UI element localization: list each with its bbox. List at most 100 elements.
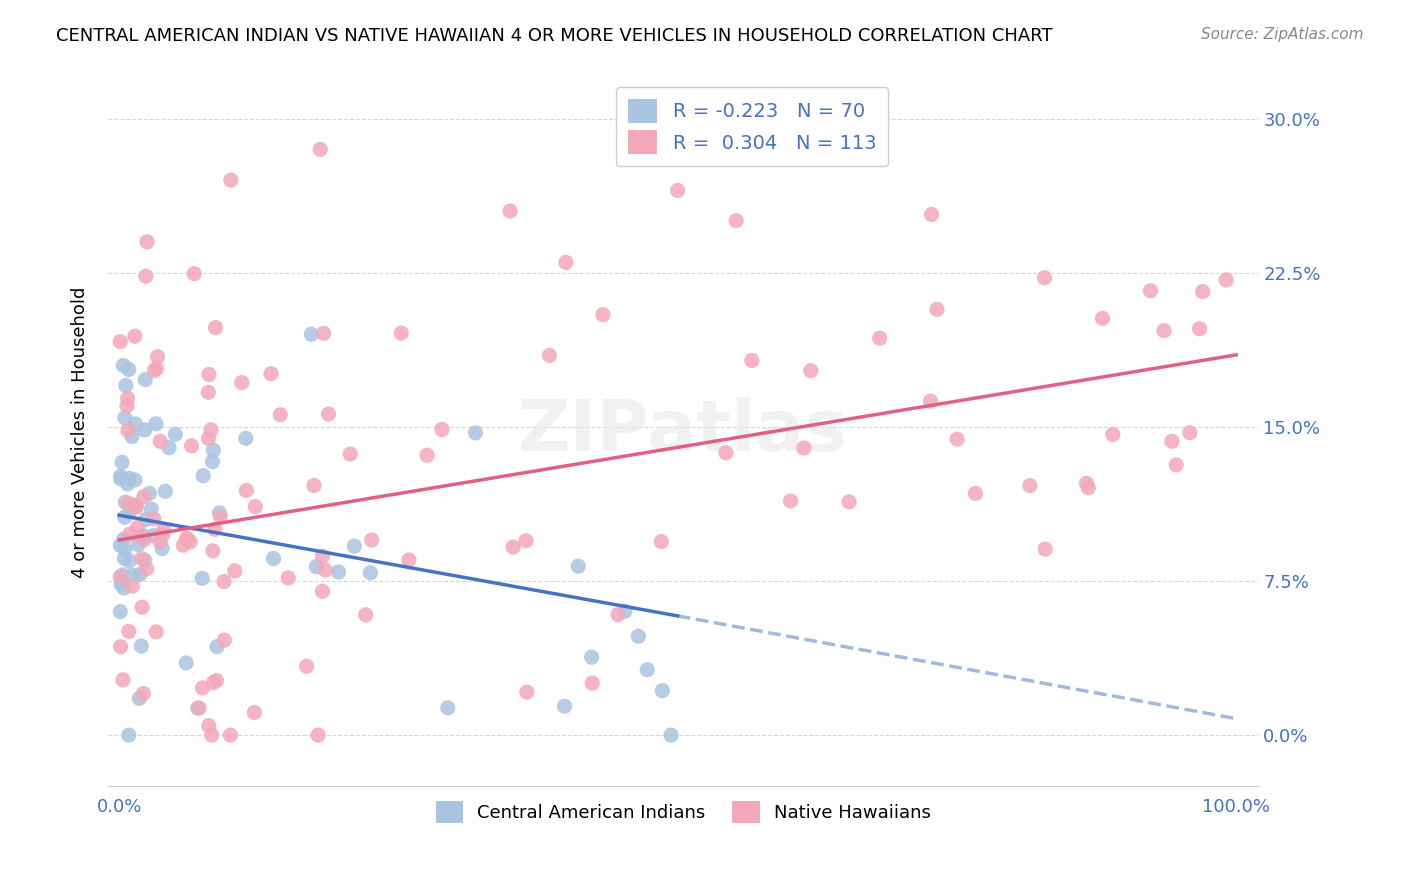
Point xyxy=(204,320,226,334)
Point xyxy=(114,378,136,392)
Point xyxy=(110,469,132,483)
Point xyxy=(965,486,987,500)
Point xyxy=(111,455,134,469)
Point xyxy=(134,553,156,567)
Point xyxy=(389,326,412,340)
Point xyxy=(235,483,257,498)
Point xyxy=(502,540,524,554)
Point xyxy=(112,532,135,546)
Point xyxy=(124,473,146,487)
Point xyxy=(243,706,266,720)
Point xyxy=(666,184,689,198)
Point xyxy=(118,504,141,518)
Point xyxy=(136,235,159,249)
Point xyxy=(636,663,658,677)
Point xyxy=(659,728,682,742)
Point xyxy=(115,399,138,413)
Point xyxy=(198,368,221,382)
Y-axis label: 4 or more Vehicles in Household: 4 or more Vehicles in Household xyxy=(72,286,89,578)
Text: CENTRAL AMERICAN INDIAN VS NATIVE HAWAIIAN 4 OR MORE VEHICLES IN HOUSEHOLD CORRE: CENTRAL AMERICAN INDIAN VS NATIVE HAWAII… xyxy=(56,27,1053,45)
Point xyxy=(111,568,134,582)
Point xyxy=(110,334,132,349)
Point xyxy=(793,441,815,455)
Point xyxy=(312,326,335,341)
Point xyxy=(201,544,224,558)
Point xyxy=(121,579,143,593)
Point xyxy=(627,629,650,643)
Point xyxy=(538,348,561,362)
Point xyxy=(318,407,340,421)
Point xyxy=(114,495,136,509)
Point xyxy=(205,640,228,654)
Point xyxy=(499,204,522,219)
Point xyxy=(197,385,219,400)
Point xyxy=(1018,478,1040,492)
Point xyxy=(142,529,165,543)
Point xyxy=(125,500,148,515)
Point xyxy=(143,363,166,377)
Point xyxy=(142,512,165,526)
Point xyxy=(128,691,150,706)
Point xyxy=(110,539,132,553)
Point xyxy=(581,676,603,690)
Point xyxy=(613,604,636,618)
Point xyxy=(650,534,672,549)
Point xyxy=(464,425,486,440)
Point xyxy=(725,213,748,227)
Point xyxy=(152,527,174,541)
Point xyxy=(191,681,214,695)
Point xyxy=(176,532,198,546)
Point xyxy=(131,600,153,615)
Point xyxy=(1166,458,1188,472)
Point xyxy=(200,423,222,437)
Point xyxy=(118,362,141,376)
Point xyxy=(554,699,576,714)
Point xyxy=(1188,322,1211,336)
Point xyxy=(110,472,132,486)
Point xyxy=(141,502,163,516)
Point xyxy=(567,559,589,574)
Point xyxy=(1076,476,1098,491)
Point xyxy=(145,417,167,431)
Point xyxy=(135,269,157,284)
Point xyxy=(152,522,174,536)
Point xyxy=(155,484,177,499)
Point xyxy=(1091,311,1114,326)
Point xyxy=(112,581,135,595)
Point xyxy=(131,551,153,566)
Point xyxy=(174,656,197,670)
Point xyxy=(146,350,169,364)
Point xyxy=(516,685,538,699)
Point xyxy=(204,523,226,537)
Point xyxy=(224,564,246,578)
Point xyxy=(135,513,157,527)
Point xyxy=(214,633,236,648)
Point xyxy=(779,494,801,508)
Point xyxy=(209,509,232,524)
Point xyxy=(188,701,211,715)
Point xyxy=(311,549,333,563)
Point xyxy=(838,495,860,509)
Point xyxy=(201,728,224,742)
Point xyxy=(191,571,214,585)
Point xyxy=(149,534,172,549)
Point xyxy=(269,408,291,422)
Point xyxy=(359,566,381,580)
Point xyxy=(114,410,136,425)
Point xyxy=(302,478,325,492)
Point xyxy=(121,429,143,443)
Point xyxy=(1033,270,1056,285)
Point xyxy=(398,553,420,567)
Point xyxy=(1102,427,1125,442)
Point xyxy=(138,486,160,500)
Point xyxy=(1178,425,1201,440)
Point xyxy=(197,718,219,732)
Point xyxy=(134,423,156,437)
Point xyxy=(416,448,439,462)
Point xyxy=(110,640,132,654)
Text: ZIPatlas: ZIPatlas xyxy=(519,398,848,467)
Point xyxy=(555,255,578,269)
Point xyxy=(1153,324,1175,338)
Point xyxy=(134,533,156,547)
Point xyxy=(149,434,172,449)
